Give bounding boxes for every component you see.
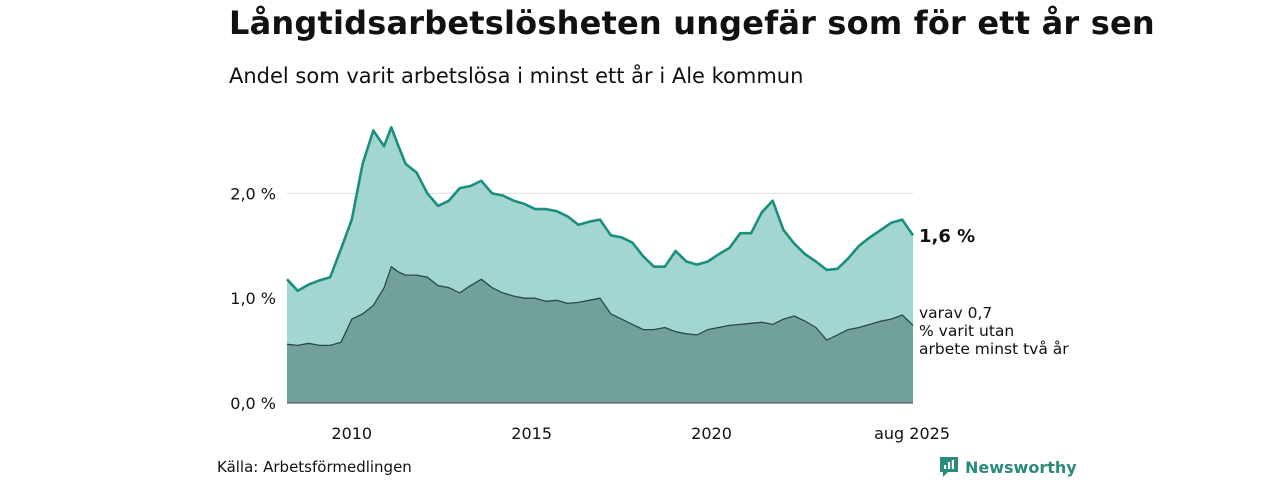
- series-areas: [287, 127, 913, 404]
- x-tick-label: aug 2025: [874, 424, 950, 443]
- end-label-longterm-line: arbete minst två år: [919, 340, 1069, 358]
- end-label-total: 1,6 %: [919, 226, 975, 247]
- y-tick-label: 0,0 %: [230, 394, 276, 413]
- newsworthy-logo-icon: [940, 457, 958, 477]
- series-area-longterm: [287, 266, 913, 403]
- end-label-longterm-line: varav 0,7: [919, 304, 992, 322]
- series-line-longterm: [286, 266, 914, 347]
- y-tick-label: 1,0 %: [230, 289, 276, 308]
- y-axis-ticks: 0,0 % 1,0 % 2,0 %: [230, 184, 276, 413]
- series-line-total: [286, 126, 915, 293]
- end-label-longterm-line: % varit utan: [919, 322, 1014, 340]
- x-tick-label: 2020: [691, 424, 732, 443]
- series-end-labels: 1,6 % varav 0,7% varit utan arbete minst t…: [919, 226, 1069, 358]
- chart-subtitle: Andel som varit arbetslösa i minst ett å…: [229, 64, 804, 88]
- x-axis-ticks: 2010 2015 2020 aug 2025: [331, 424, 950, 443]
- chart-title: Långtidsarbetslösheten ungefär som för e…: [229, 4, 1155, 42]
- x-tick-label: 2015: [511, 424, 552, 443]
- x-tick-label: 2010: [331, 424, 372, 443]
- end-label-longterm: varav 0,7% varit utan arbete minst två år: [919, 304, 1069, 358]
- brand-name: Newsworthy: [965, 457, 1077, 477]
- brand-logo[interactable]: Newsworthy: [939, 456, 1077, 478]
- series-lines: [286, 126, 915, 347]
- y-tick-label: 2,0 %: [230, 184, 276, 203]
- source-note: Källa: Arbetsförmedlingen: [217, 458, 412, 476]
